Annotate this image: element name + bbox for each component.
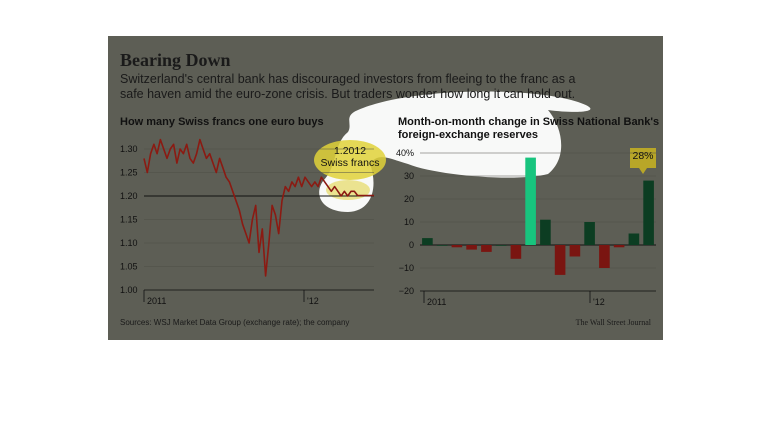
- reserves-bar: [540, 219, 551, 245]
- right-y-tick-label: −20: [399, 286, 414, 296]
- right-x-tick-label: '12: [593, 297, 605, 307]
- rate-annotation-value: 1.2012: [333, 145, 367, 157]
- left-y-tick-label: 1.10: [120, 238, 138, 248]
- reserves-bar: [569, 245, 581, 257]
- chart-canvas: 1.30 1.25 1.20 1.15 1.10 1.05 1.00 2011 '12 40% 30…: [120, 91, 656, 307]
- headline: Bearing Down: [120, 50, 231, 70]
- left-y-tick-label: 1.00: [120, 285, 138, 295]
- reserves-bar: [451, 245, 463, 248]
- left-x-tick-label: '12: [307, 296, 319, 306]
- reserves-bar: [481, 245, 492, 252]
- left-y-tick-label: 1.25: [120, 168, 138, 178]
- reserves-bar: [643, 180, 654, 245]
- reserves-bar: [599, 245, 610, 268]
- reserves-bar: [613, 245, 625, 248]
- reserves-bar: [436, 245, 448, 246]
- reserves-callout: 28%: [632, 150, 654, 162]
- left-y-tick-label: 1.30: [120, 144, 138, 154]
- left-y-tick-label: 1.05: [120, 262, 138, 272]
- reserves-bar: [584, 222, 595, 245]
- reserves-bar: [510, 245, 522, 259]
- rate-annotation-glow: [314, 140, 386, 180]
- reserves-bar: [422, 238, 433, 245]
- credit: The Wall Street Journal: [575, 318, 651, 327]
- reserves-bar: [628, 233, 640, 245]
- right-y-tick-label: 20: [404, 194, 414, 204]
- left-x-tick-label: 2011: [147, 296, 166, 306]
- rate-annotation: 1.2012 Swiss francs: [320, 145, 380, 169]
- reserves-callout-bubble: [630, 148, 656, 174]
- right-y-tick-label: 0: [409, 240, 414, 250]
- chart-panel: 1.30 1.25 1.20 1.15 1.10 1.05 1.00 2011 '12 40% 30…: [108, 36, 663, 340]
- reserves-bar: [466, 245, 477, 250]
- source-note: Sources: WSJ Market Data Group (exchange…: [120, 318, 350, 327]
- right-y-tick-label: 10: [404, 217, 414, 227]
- right-x-tick-label: 2011: [427, 297, 446, 307]
- reserves-bar: [525, 157, 536, 245]
- exchange-rate-line: [143, 138, 374, 277]
- rate-annotation-unit: Swiss francs: [320, 157, 380, 169]
- right-y-tick-label: −10: [399, 263, 414, 273]
- right-y-tick-label: 30: [404, 171, 414, 181]
- left-y-tick-label: 1.20: [120, 191, 138, 201]
- right-chart-title-line-1: Month-on-month change in Swiss National …: [398, 116, 660, 128]
- right-y-tick-label: 40%: [396, 148, 414, 158]
- left-y-tick-label: 1.15: [120, 215, 138, 225]
- right-chart-title-line-2: foreign-exchange reserves: [398, 129, 539, 141]
- left-chart-title: How many Swiss francs one euro buys: [120, 116, 324, 128]
- reserves-bar: [495, 245, 507, 246]
- white-highlight-shape: [319, 91, 591, 212]
- dek-line-2: safe haven amid the euro-zone crisis. Bu…: [120, 87, 576, 101]
- dek-line-1: Switzerland's central bank has discourag…: [120, 72, 576, 86]
- reserves-bar: [554, 245, 566, 275]
